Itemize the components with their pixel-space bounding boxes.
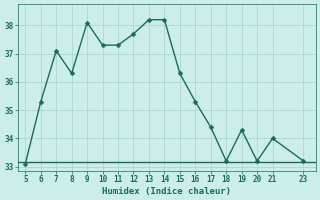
X-axis label: Humidex (Indice chaleur): Humidex (Indice chaleur) [102, 187, 231, 196]
